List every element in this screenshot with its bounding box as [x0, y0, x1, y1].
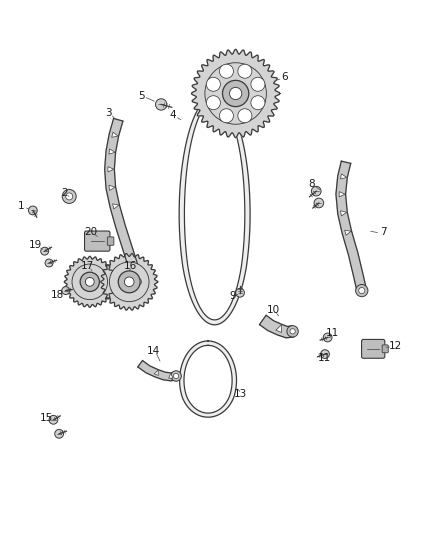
Text: 19: 19 [29, 240, 42, 251]
Polygon shape [339, 191, 345, 197]
Circle shape [134, 278, 141, 285]
Circle shape [110, 262, 149, 302]
Text: 14: 14 [147, 345, 160, 356]
Polygon shape [191, 50, 280, 138]
Circle shape [206, 77, 220, 91]
Circle shape [55, 430, 64, 438]
FancyBboxPatch shape [107, 237, 114, 245]
FancyBboxPatch shape [362, 340, 385, 358]
Circle shape [251, 77, 265, 91]
Polygon shape [345, 230, 351, 235]
Circle shape [205, 63, 266, 124]
Circle shape [118, 271, 140, 293]
Circle shape [321, 350, 329, 359]
Polygon shape [180, 341, 237, 417]
Text: 1: 1 [18, 201, 25, 211]
FancyBboxPatch shape [85, 231, 110, 251]
Text: 7: 7 [380, 228, 387, 237]
Polygon shape [276, 325, 282, 333]
Text: 5: 5 [138, 91, 145, 101]
Text: 2: 2 [61, 188, 68, 198]
Circle shape [45, 259, 53, 267]
Circle shape [290, 329, 295, 334]
Polygon shape [101, 254, 158, 310]
Text: 4: 4 [170, 110, 177, 120]
FancyBboxPatch shape [382, 345, 388, 353]
Text: 17: 17 [81, 261, 94, 271]
Circle shape [359, 287, 365, 294]
Circle shape [223, 80, 249, 107]
Circle shape [66, 193, 73, 200]
Text: 16: 16 [124, 261, 137, 271]
Text: 3: 3 [105, 108, 112, 118]
Polygon shape [179, 95, 250, 325]
Circle shape [72, 264, 108, 300]
Polygon shape [259, 316, 293, 338]
Circle shape [62, 287, 70, 295]
Polygon shape [340, 174, 347, 179]
Circle shape [236, 288, 244, 297]
Circle shape [80, 272, 99, 292]
Text: 6: 6 [281, 72, 288, 82]
Text: 20: 20 [85, 228, 98, 237]
Polygon shape [169, 374, 173, 378]
Text: 12: 12 [389, 341, 402, 351]
Text: 15: 15 [39, 413, 53, 423]
Text: 11: 11 [318, 353, 331, 364]
Circle shape [155, 99, 167, 110]
Text: 13: 13 [233, 390, 247, 399]
Circle shape [219, 64, 233, 78]
Circle shape [41, 247, 49, 255]
Circle shape [124, 277, 134, 287]
Circle shape [238, 109, 252, 123]
Circle shape [28, 206, 37, 215]
Polygon shape [109, 149, 115, 154]
Polygon shape [105, 118, 143, 283]
Text: 10: 10 [267, 305, 280, 316]
Circle shape [173, 374, 179, 378]
Circle shape [287, 326, 298, 337]
Polygon shape [184, 345, 232, 413]
Polygon shape [340, 211, 347, 216]
Polygon shape [112, 132, 118, 138]
Text: 18: 18 [50, 290, 64, 300]
Polygon shape [138, 360, 177, 381]
Polygon shape [154, 370, 158, 375]
Circle shape [171, 371, 181, 381]
Circle shape [311, 187, 321, 196]
Circle shape [206, 96, 220, 110]
Polygon shape [336, 161, 367, 292]
Circle shape [251, 96, 265, 110]
Circle shape [62, 189, 76, 204]
Polygon shape [113, 204, 119, 209]
Text: 8: 8 [308, 179, 315, 189]
Circle shape [230, 87, 242, 100]
Circle shape [85, 278, 94, 286]
Circle shape [323, 333, 332, 342]
Text: 11: 11 [325, 328, 339, 338]
Polygon shape [184, 101, 245, 320]
Polygon shape [64, 256, 115, 308]
Polygon shape [108, 167, 114, 172]
Circle shape [131, 275, 145, 289]
Circle shape [238, 64, 252, 78]
Circle shape [314, 198, 324, 208]
Circle shape [219, 109, 233, 123]
Circle shape [49, 415, 58, 424]
Polygon shape [109, 185, 115, 190]
Circle shape [356, 285, 368, 297]
Text: 9: 9 [230, 291, 237, 301]
